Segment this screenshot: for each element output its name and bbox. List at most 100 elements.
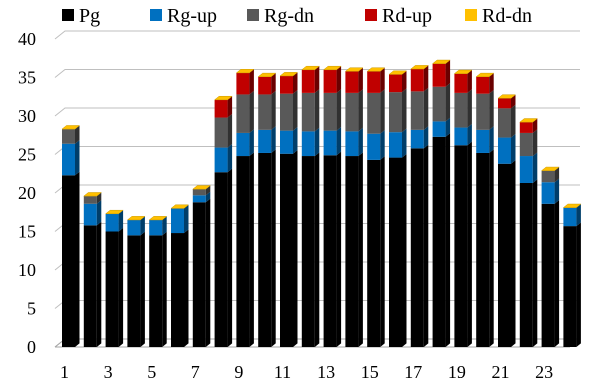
bar-segment-pg-11 <box>280 150 298 347</box>
bar-segment-rd-up-16 <box>389 70 407 93</box>
y-axis-tick-labels: 0 5 10 15 20 25 30 35 40 <box>18 29 36 357</box>
y-tick-label: 0 <box>27 337 36 357</box>
bar-top-rd-dn-6 <box>170 204 190 209</box>
bar-segment-pg-2 <box>83 221 102 347</box>
bar-top-rd-dn-21 <box>497 94 517 99</box>
bar-segment-pg-1 <box>62 171 80 347</box>
bar-segment-pg-7 <box>192 198 211 347</box>
bar-top-rd-dn-20 <box>475 72 495 77</box>
bar-segment-rg-dn-22 <box>519 129 538 157</box>
bar-segment-pg-18 <box>432 133 451 347</box>
bar-segment-pg-9 <box>236 152 254 347</box>
bar-segment-pg-4 <box>127 231 145 347</box>
legend-label: Rg-dn <box>264 5 314 27</box>
bar-segment-rg-up-13 <box>323 127 342 156</box>
gridline-40 <box>54 30 580 40</box>
bar-segment-rg-up-12 <box>301 127 320 157</box>
bar-segment-rg-dn-9 <box>236 90 254 133</box>
bar-segment-rd-up-8 <box>214 96 233 118</box>
bar-segment-rg-up-14 <box>345 127 363 157</box>
bar-segment-rg-dn-18 <box>432 83 451 122</box>
bar-segment-rg-dn-23 <box>541 167 560 183</box>
x-tick-label: 9 <box>234 362 243 382</box>
bar-segment-rd-up-18 <box>432 60 451 87</box>
x-tick-label: 1 <box>60 362 69 382</box>
legend-label: Pg <box>79 5 100 27</box>
bar-segment-rg-up-7 <box>192 191 211 203</box>
bar-segment-pg-13 <box>323 151 342 347</box>
x-tick-label: 13 <box>317 362 335 382</box>
bar-segment-rg-dn-14 <box>345 89 363 132</box>
bar-segment-rd-up-14 <box>345 67 363 93</box>
x-tick-label: 5 <box>147 362 156 382</box>
bar-segment-rg-up-19 <box>454 123 472 146</box>
bar-top-rd-dn-12 <box>301 65 321 71</box>
bar-segment-rd-up-15 <box>367 67 385 93</box>
bar-segment-rg-up-5 <box>149 216 167 236</box>
bar-top-rd-dn-14 <box>344 67 364 72</box>
bar-segment-rg-up-3 <box>105 210 124 232</box>
bar-top-rd-dn-3 <box>104 209 124 215</box>
bar-top-rd-dn-23 <box>540 166 560 171</box>
bar-segment-rd-up-17 <box>410 65 429 92</box>
bar-segment-pg-22 <box>519 179 538 347</box>
bar-top-rd-dn-8 <box>213 95 233 101</box>
bar-top-rd-dn-16 <box>388 70 408 75</box>
bar-top-rd-dn-9 <box>235 69 255 74</box>
bar-segment-rd-up-10 <box>258 73 276 95</box>
bar-top-rd-dn-24 <box>562 203 582 208</box>
legend-label: Rg-up <box>167 5 217 27</box>
bar-segment-pg-17 <box>410 144 429 347</box>
bar-segment-rg-up-8 <box>214 143 233 173</box>
bar-top-rd-dn-18 <box>431 59 451 64</box>
bar-segment-rg-up-16 <box>389 128 407 158</box>
bar-segment-rg-dn-20 <box>476 90 494 130</box>
bar-segment-rd-up-13 <box>323 66 342 93</box>
x-tick-label: 15 <box>361 362 379 382</box>
x-tick-label: 19 <box>448 362 466 382</box>
bar-segment-pg-8 <box>214 168 233 347</box>
bar-segment-rg-up-22 <box>519 152 538 183</box>
bar-segment-rg-up-2 <box>83 200 102 226</box>
y-tick-label: 20 <box>18 183 36 203</box>
x-tick-label: 11 <box>274 362 291 382</box>
bar-segment-rg-dn-21 <box>498 104 516 138</box>
bar-segment-rg-up-21 <box>498 133 516 164</box>
legend-item-pg: Pg <box>62 5 100 27</box>
bar-segment-pg-6 <box>171 229 189 347</box>
bar-segment-rg-dn-17 <box>410 87 429 130</box>
bar-segment-pg-14 <box>345 152 363 347</box>
bar-segment-rg-dn-1 <box>62 125 80 144</box>
bars <box>61 59 582 347</box>
bar-top-rd-dn-10 <box>257 72 277 77</box>
y-tick-label: 15 <box>18 222 36 242</box>
bar-segment-rg-up-18 <box>432 117 451 137</box>
legend-swatch <box>247 9 259 21</box>
bar-segment-rg-dn-16 <box>389 88 407 133</box>
bar-segment-rg-up-20 <box>476 126 494 153</box>
bar-segment-rg-dn-15 <box>367 89 385 134</box>
bar-segment-rg-up-6 <box>171 204 189 234</box>
bar-segment-rd-up-11 <box>280 72 298 94</box>
legend-swatch <box>365 9 377 21</box>
x-tick-label: 17 <box>404 362 422 382</box>
y-tick-label: 25 <box>18 145 36 165</box>
bar-segment-pg-10 <box>258 149 276 347</box>
bar-segment-rg-dn-8 <box>214 113 233 148</box>
bar-top-rd-dn-13 <box>322 65 342 71</box>
bar-segment-rg-up-24 <box>563 204 581 227</box>
bar-segment-rg-up-15 <box>367 130 385 160</box>
legend-item-rg-dn: Rg-dn <box>247 5 314 27</box>
bar-segment-pg-16 <box>389 153 407 347</box>
gridline-30 <box>54 107 580 117</box>
bar-top-rd-dn-4 <box>126 216 146 221</box>
x-axis-tick-labels: 1 3 5 7 9 11 13 15 17 19 21 23 <box>60 362 553 382</box>
bar-segment-rg-up-10 <box>258 126 276 153</box>
bar-segment-rg-up-23 <box>541 178 560 204</box>
legend-swatch <box>465 9 477 21</box>
x-tick-label: 7 <box>191 362 200 382</box>
bar-segment-pg-12 <box>301 152 320 347</box>
bar-top-rd-dn-22 <box>519 118 539 123</box>
bar-top-rd-dn-1 <box>61 125 81 130</box>
